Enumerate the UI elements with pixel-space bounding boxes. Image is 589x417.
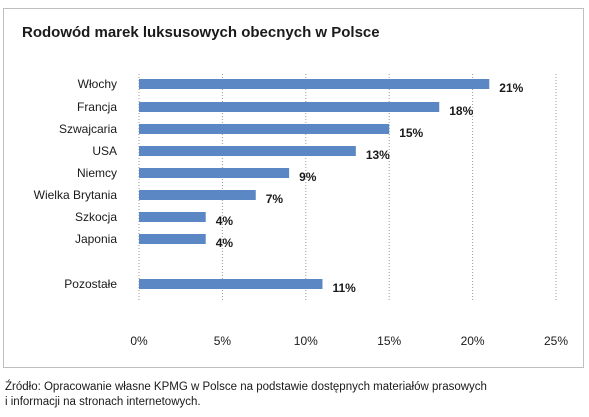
data-label: 18% <box>449 104 473 118</box>
x-tick-label: 25% <box>544 334 568 348</box>
data-label: 7% <box>266 192 284 206</box>
data-label: 15% <box>399 126 423 140</box>
y-category-label: Niemcy <box>77 166 117 180</box>
bar <box>139 234 206 244</box>
chart-title: Rodowód marek luksusowych obecnych w Pol… <box>22 24 380 41</box>
data-label: 13% <box>366 148 390 162</box>
bar <box>139 279 323 289</box>
y-category-label: Włochy <box>78 77 117 91</box>
source-line-1: Źródło: Opracowanie własne KPMG w Polsce… <box>5 381 487 393</box>
data-label: 11% <box>332 281 356 295</box>
y-category-label: Pozostałe <box>64 277 117 291</box>
bar <box>139 124 390 134</box>
data-label: 9% <box>299 170 317 184</box>
bar <box>139 79 490 89</box>
x-tick-label: 10% <box>294 334 318 348</box>
bar <box>139 190 256 200</box>
y-category-label: Szkocja <box>75 210 117 224</box>
x-tick-label: 5% <box>214 334 232 348</box>
bar <box>139 168 290 178</box>
y-category-label: USA <box>92 144 117 158</box>
bar <box>139 212 206 222</box>
y-category-label: Wielka Brytania <box>34 188 118 202</box>
source-note: Źródło: Opracowanie własne KPMG w Polsce… <box>5 380 487 410</box>
data-label: 4% <box>216 236 234 250</box>
y-category-label: Japonia <box>75 232 117 246</box>
chart-frame <box>3 8 584 368</box>
bar <box>139 146 356 156</box>
x-tick-label: 15% <box>377 334 401 348</box>
x-tick-label: 0% <box>130 334 148 348</box>
x-tick-label: 20% <box>461 334 485 348</box>
y-category-label: Szwajcaria <box>59 122 117 136</box>
y-category-label: Francja <box>77 100 117 114</box>
source-line-2: i informacji na stronach internetowych. <box>5 396 201 408</box>
data-label: 21% <box>499 81 523 95</box>
data-label: 4% <box>216 214 234 228</box>
bar <box>139 102 440 112</box>
